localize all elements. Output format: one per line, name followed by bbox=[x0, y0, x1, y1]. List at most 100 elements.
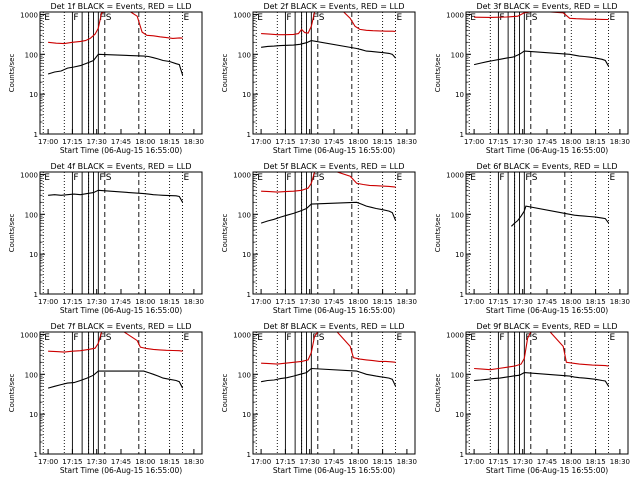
x-tick-label-1: 17:00 bbox=[251, 458, 271, 466]
event-marker-label-4: F bbox=[286, 13, 291, 23]
event-marker-label-9: S bbox=[532, 13, 538, 23]
x-tick-label-2: 17:15 bbox=[62, 458, 82, 466]
y-tick-label-3: 100 bbox=[238, 211, 251, 219]
y-tick-label-1: 1 bbox=[247, 131, 251, 139]
event-marker-label-9: S bbox=[532, 333, 538, 343]
x-tick-label-6: 18:15 bbox=[160, 138, 180, 146]
x-tick-label-7: 18:30 bbox=[610, 298, 630, 306]
y-axis-label: Counts/sec bbox=[434, 214, 442, 253]
event-marker-label-9: S bbox=[319, 333, 325, 343]
y-tick-label-2: 10 bbox=[455, 411, 464, 419]
y-tick-label-4: 1000 bbox=[446, 331, 464, 339]
x-tick-label-3: 17:30 bbox=[300, 138, 320, 146]
event-marker-label-1: E bbox=[257, 173, 263, 183]
x-tick-label-3: 17:30 bbox=[87, 138, 107, 146]
series-line-lld bbox=[48, 332, 183, 353]
event-marker-label-13: E bbox=[184, 173, 190, 183]
event-marker-label-8: F bbox=[525, 13, 530, 23]
event-marker-label-13: E bbox=[610, 173, 616, 183]
x-tick-label-1: 17:00 bbox=[38, 138, 58, 146]
y-tick-label-3: 100 bbox=[25, 371, 38, 379]
chart-title: Det 3f BLACK = Events, RED = LLD bbox=[476, 2, 617, 11]
y-axis-label: Counts/sec bbox=[8, 54, 16, 93]
event-marker-label-13: E bbox=[610, 333, 616, 343]
event-marker-label-1: E bbox=[257, 333, 263, 343]
event-marker-label-8: F bbox=[312, 173, 317, 183]
event-marker-label-13: E bbox=[397, 333, 403, 343]
x-tick-label-4: 17:45 bbox=[537, 298, 557, 306]
x-tick-label-5: 18:00 bbox=[348, 458, 368, 466]
y-tick-label-2: 10 bbox=[242, 251, 251, 259]
series-line-events bbox=[474, 372, 610, 387]
series-line-events bbox=[511, 205, 610, 227]
y-tick-label-4: 1000 bbox=[233, 11, 251, 19]
y-tick-label-2: 10 bbox=[455, 91, 464, 99]
y-tick-label-3: 100 bbox=[451, 51, 464, 59]
event-marker-label-1: E bbox=[44, 333, 50, 343]
event-marker-label-8: F bbox=[312, 13, 317, 23]
x-tick-label-4: 17:45 bbox=[324, 298, 344, 306]
event-marker-label-4: F bbox=[73, 173, 78, 183]
x-tick-label-4: 17:45 bbox=[111, 298, 131, 306]
x-axis-label: Start Time (06-Aug-15 16:55:00) bbox=[60, 146, 182, 155]
x-tick-label-6: 18:15 bbox=[586, 458, 606, 466]
event-marker-label-1: E bbox=[44, 13, 50, 23]
x-tick-label-1: 17:00 bbox=[464, 298, 484, 306]
y-tick-label-4: 1000 bbox=[20, 11, 38, 19]
x-tick-label-6: 18:15 bbox=[160, 298, 180, 306]
series-line-events bbox=[48, 189, 184, 203]
x-tick-label-6: 18:15 bbox=[373, 138, 393, 146]
series-line-lld bbox=[261, 12, 396, 36]
x-tick-label-5: 18:00 bbox=[135, 458, 155, 466]
event-marker-label-13: E bbox=[397, 13, 403, 23]
series-line-events bbox=[261, 367, 397, 387]
y-tick-label-2: 10 bbox=[455, 251, 464, 259]
x-tick-label-7: 18:30 bbox=[397, 298, 417, 306]
y-tick-label-4: 1000 bbox=[233, 331, 251, 339]
event-marker-label-8: F bbox=[312, 333, 317, 343]
y-tick-label-2: 10 bbox=[29, 251, 38, 259]
event-marker-label-4: F bbox=[286, 333, 291, 343]
event-marker-label-9: S bbox=[106, 333, 112, 343]
y-tick-label-4: 1000 bbox=[446, 11, 464, 19]
event-marker-label-9: S bbox=[532, 173, 538, 183]
y-tick-label-4: 1000 bbox=[446, 171, 464, 179]
event-marker-label-1: E bbox=[470, 173, 476, 183]
y-tick-label-3: 100 bbox=[25, 51, 38, 59]
event-marker-label-8: F bbox=[525, 173, 530, 183]
x-tick-label-5: 18:00 bbox=[561, 298, 581, 306]
y-tick-label-1: 1 bbox=[34, 451, 38, 459]
y-axis-label: Counts/sec bbox=[8, 374, 16, 413]
x-tick-label-5: 18:00 bbox=[135, 298, 155, 306]
event-marker-label-1: E bbox=[257, 13, 263, 23]
y-axis-label: Counts/sec bbox=[8, 214, 16, 253]
x-tick-label-3: 17:30 bbox=[87, 298, 107, 306]
series-line-lld bbox=[261, 172, 396, 193]
event-marker-label-4: F bbox=[499, 13, 504, 23]
x-tick-label-2: 17:15 bbox=[62, 138, 82, 146]
series-line-events bbox=[47, 370, 184, 389]
series-line-lld bbox=[48, 12, 183, 45]
y-tick-label-2: 10 bbox=[242, 91, 251, 99]
x-tick-label-2: 17:15 bbox=[62, 298, 82, 306]
x-tick-label-6: 18:15 bbox=[373, 298, 393, 306]
event-marker-label-9: S bbox=[319, 173, 325, 183]
event-marker-label-1: E bbox=[470, 333, 476, 343]
y-tick-label-1: 1 bbox=[247, 451, 251, 459]
event-marker-label-4: F bbox=[73, 333, 78, 343]
x-tick-label-3: 17:30 bbox=[513, 298, 533, 306]
x-axis-label: Start Time (06-Aug-15 16:55:00) bbox=[60, 306, 182, 315]
y-axis-label: Counts/sec bbox=[221, 214, 229, 253]
event-marker-label-8: F bbox=[99, 333, 104, 343]
x-tick-label-2: 17:15 bbox=[488, 138, 508, 146]
event-marker-label-13: E bbox=[184, 333, 190, 343]
x-axis-label: Start Time (06-Aug-15 16:55:00) bbox=[486, 146, 608, 155]
x-tick-label-1: 17:00 bbox=[251, 298, 271, 306]
chart-title: Det 2f BLACK = Events, RED = LLD bbox=[263, 2, 404, 11]
event-marker-label-4: F bbox=[286, 173, 291, 183]
x-tick-label-6: 18:15 bbox=[586, 138, 606, 146]
y-axis-label: Counts/sec bbox=[221, 374, 229, 413]
